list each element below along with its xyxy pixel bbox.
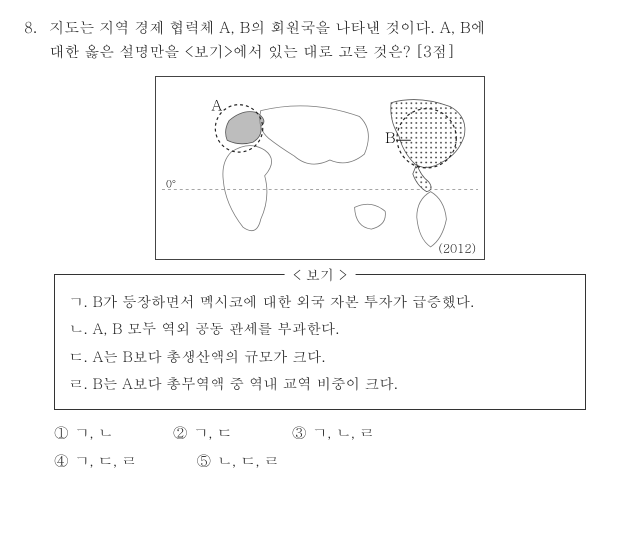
bogi-item-g: ㄱ. B가 등장하면서 멕시코에 대한 외국 자본 투자가 급증했다. (69, 289, 571, 317)
bogi-container: < 보기 > ㄱ. B가 등장하면서 멕시코에 대한 외국 자본 투자가 급증했… (54, 274, 586, 410)
choice-2-num: ② (173, 420, 189, 448)
equator-label: 0° (166, 177, 176, 191)
bogi-item-n: ㄴ. A, B 모두 역외 공동 관세를 부과한다. (69, 316, 571, 344)
choice-5[interactable]: ⑤ ㄴ, ㄷ, ㄹ (196, 448, 278, 476)
question-points: [3점] (416, 41, 455, 62)
question-number: 8. (24, 16, 37, 40)
choice-3-text: ㄱ, ㄴ, ㄹ (313, 423, 375, 443)
answer-choices: ① ㄱ, ㄴ ② ㄱ, ㄷ ③ ㄱ, ㄴ, ㄹ ④ ㄱ, ㄷ, ㄹ ⑤ ㄴ, ㄷ… (54, 420, 586, 475)
choice-1[interactable]: ① ㄱ, ㄴ (54, 420, 113, 448)
bogi-box: ㄱ. B가 등장하면서 멕시코에 대한 외국 자본 투자가 급증했다. ㄴ. A… (54, 274, 586, 410)
map-figure: 0° A B (2012) (155, 76, 485, 260)
choice-2-text: ㄱ, ㄷ (194, 423, 232, 443)
map-box: 0° A B (2012) (155, 76, 485, 260)
choice-4-text: ㄱ, ㄷ, ㄹ (75, 451, 137, 471)
question-line2: 대한 옳은 설명만을 <보기>에서 있는 대로 고른 것은? (49, 41, 410, 62)
bogi-item-r: ㄹ. B는 A보다 총무역액 중 역내 교역 비중이 크다. (69, 371, 571, 399)
region-b-shape (391, 100, 465, 168)
choice-2[interactable]: ② ㄱ, ㄷ (173, 420, 232, 448)
map-year: (2012) (162, 240, 478, 257)
bogi-title: < 보기 > (285, 264, 356, 284)
choice-4-num: ④ (54, 448, 70, 476)
label-b: B (385, 127, 395, 148)
region-a-shape (226, 112, 264, 144)
label-a: A (211, 95, 222, 116)
choice-1-num: ① (54, 420, 70, 448)
question-text: 지도는 지역 경제 협력체 A, B의 회원국을 나타낸 것이다. A, B에 … (49, 16, 616, 64)
question-line1: 지도는 지역 경제 협력체 A, B의 회원국을 나타낸 것이다. A, B에 (49, 17, 485, 38)
choice-4[interactable]: ④ ㄱ, ㄷ, ㄹ (54, 448, 136, 476)
question-header: 8. 지도는 지역 경제 협력체 A, B의 회원국을 나타낸 것이다. A, … (24, 16, 616, 64)
choice-5-num: ⑤ (196, 448, 212, 476)
bogi-item-d: ㄷ. A는 B보다 총생산액의 규모가 크다. (69, 344, 571, 372)
world-map-svg: 0° A B (162, 81, 478, 254)
choice-1-text: ㄱ, ㄴ (75, 423, 113, 443)
choice-5-text: ㄴ, ㄷ, ㄹ (217, 451, 279, 471)
choice-3-num: ③ (292, 420, 308, 448)
choice-3[interactable]: ③ ㄱ, ㄴ, ㄹ (292, 420, 374, 448)
